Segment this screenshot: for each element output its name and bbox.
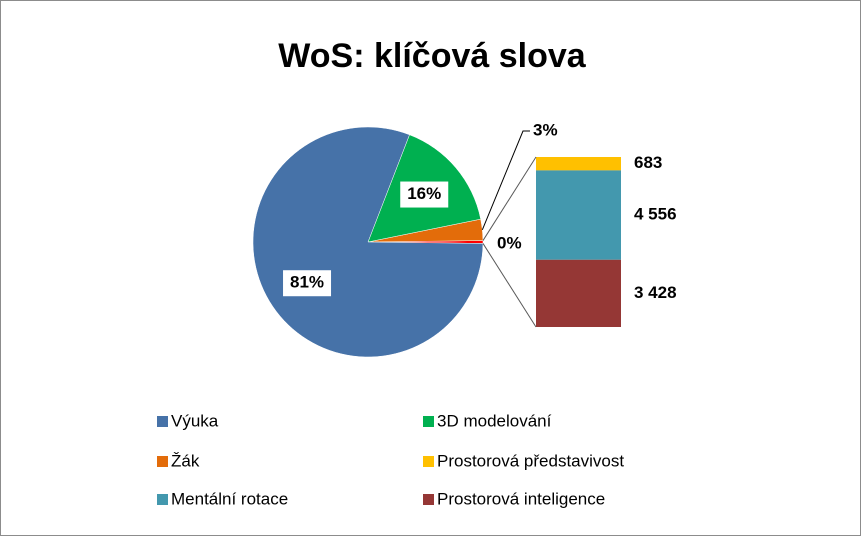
legend-label: Prostorová představivost [437, 451, 624, 470]
chart-title: WoS: klíčová slova [278, 37, 586, 75]
legend-label: Výuka [171, 411, 219, 430]
legend-swatch [423, 456, 434, 467]
legend-swatch [157, 456, 168, 467]
legend-label: 3D modelování [437, 411, 552, 430]
connector-line [482, 156, 537, 241]
data-label: 0% [497, 233, 522, 252]
data-label: 81% [290, 273, 324, 292]
label-box [283, 270, 332, 297]
legend-swatch [157, 416, 168, 427]
data-label: 3 428 [634, 283, 677, 302]
legend-swatch [423, 494, 434, 505]
label-box [400, 181, 449, 208]
data-label: 16% [407, 184, 441, 203]
data-label: 3% [533, 120, 558, 139]
legend-label: Žák [171, 451, 200, 470]
bar-segment [536, 259, 621, 327]
legend-swatch [157, 494, 168, 505]
bar-segment [536, 157, 621, 171]
pie-slice [252, 126, 484, 358]
leader-line [481, 130, 530, 230]
bar-segment [536, 170, 621, 260]
data-label: 683 [634, 153, 662, 172]
legend-label: Prostorová inteligence [437, 489, 605, 508]
legend-swatch [423, 416, 434, 427]
connector-line [482, 243, 537, 328]
data-label: 4 556 [634, 205, 677, 224]
legend-label: Mentální rotace [171, 489, 288, 508]
